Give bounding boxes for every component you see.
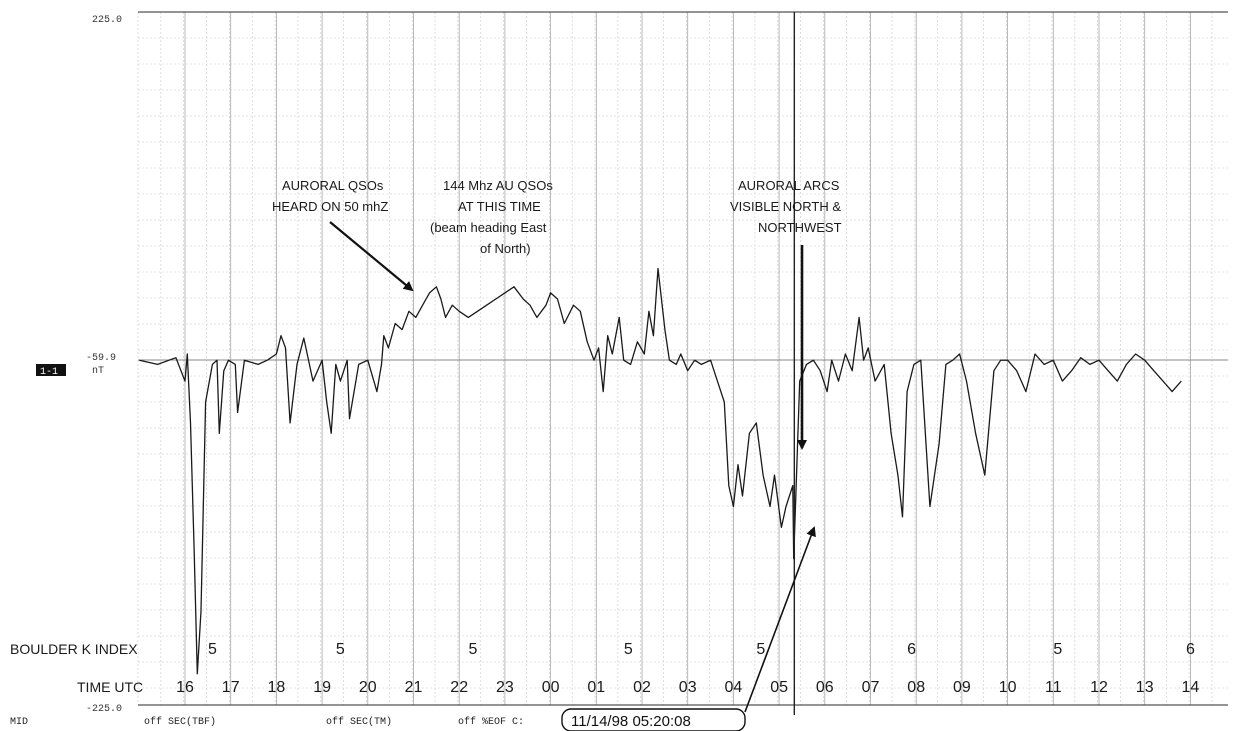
time-tick-label: 22	[450, 679, 468, 696]
channel-badge-bg	[36, 364, 66, 376]
time-tick-label: 20	[359, 679, 377, 696]
timestamp-value: 11/14/98 05:20:08	[571, 713, 691, 730]
annotation-144mhz-line2: AT THIS TIME	[458, 199, 541, 214]
annotation-arcs-line1: AURORAL ARCS	[738, 178, 840, 193]
annotation-arcs-line2: VISIBLE NORTH &	[730, 199, 841, 214]
time-tick-label: 07	[862, 679, 880, 696]
timestamp-box	[561, 708, 746, 731]
time-tick-label: 17	[222, 679, 240, 696]
y-bottom-label: -225.0	[86, 704, 122, 715]
major-grid	[184, 12, 1191, 705]
annotation-144mhz: 144 Mhz AU QSOs AT THIS TIME (beam headi…	[430, 178, 553, 256]
time-ticks: 16 17 18 19 20 21 22 23 00 01 02 03 04 05 06 07 08 09 10 11…	[176, 679, 1199, 696]
time-tick-label: 10	[999, 679, 1017, 696]
time-tick-label: 00	[542, 679, 560, 696]
time-tick-label: 19	[313, 679, 331, 696]
annotation-arcs-line3: NORTHWEST	[758, 220, 842, 235]
annotation-144mhz-line4: of North)	[480, 241, 531, 256]
k-index-value: 5	[1053, 641, 1062, 658]
k-index-row-label: BOULDER K INDEX	[10, 641, 138, 657]
status-mid: MID	[10, 717, 28, 728]
y-mid-label: -59.9	[86, 353, 116, 364]
annotation-auroral-qsos-50: AURORAL QSOs HEARD ON 50 mhZ	[272, 178, 388, 214]
time-tick-label: 16	[176, 679, 194, 696]
time-tick-label: 14	[1182, 679, 1200, 696]
annotation-50mhz-line2: HEARD ON 50 mhZ	[272, 199, 388, 214]
time-tick-label: 08	[907, 679, 925, 696]
k-index-value: 6	[907, 641, 916, 658]
k-index-value: 5	[624, 641, 633, 658]
y-top-label: 225.0	[92, 15, 122, 26]
time-row-label: TIME UTC	[77, 679, 143, 695]
time-tick-label: 11	[1045, 679, 1062, 696]
annotation-auroral-arcs: AURORAL ARCS VISIBLE NORTH & NORTHWEST	[730, 178, 842, 235]
time-tick-label: 23	[496, 679, 514, 696]
time-tick-label: 12	[1090, 679, 1108, 696]
time-tick-label: 06	[816, 679, 834, 696]
y-unit-label: nT	[92, 366, 104, 377]
k-index-value: 6	[1186, 641, 1195, 658]
minor-grid	[137, 12, 1228, 705]
status-sec-tbf: off SEC(TBF)	[144, 716, 216, 728]
annotation-144mhz-line1: 144 Mhz AU QSOs	[443, 178, 553, 193]
time-tick-label: 21	[405, 679, 423, 696]
status-sec-tm: off SEC(TM)	[326, 716, 392, 728]
arrow-timestamp	[744, 526, 816, 713]
k-index-value: 5	[756, 641, 765, 658]
time-tick-label: 13	[1136, 679, 1154, 696]
k-index-value: 5	[208, 641, 217, 658]
time-tick-label: 02	[633, 679, 651, 696]
k-index-value: 5	[336, 641, 345, 658]
status-eof: off %EOF C:	[458, 716, 524, 728]
channel-badge: 1-1	[40, 367, 58, 378]
annotation-50mhz-line1: AURORAL QSOs	[282, 178, 384, 193]
k-index-value: 5	[468, 641, 477, 658]
time-tick-label: 09	[953, 679, 971, 696]
k-index-values: 5 5 5 5 5 6 5 6	[208, 641, 1195, 658]
series-line-magnetometer	[139, 267, 1182, 675]
status-bar: MID off SEC(TBF) off SEC(TM) off %EOF C:…	[10, 708, 746, 731]
time-tick-label: 18	[268, 679, 286, 696]
annotation-144mhz-line3: (beam heading East	[430, 220, 547, 235]
time-tick-label: 05	[770, 679, 788, 696]
arrow-50mhz	[329, 221, 414, 292]
time-tick-label: 03	[679, 679, 697, 696]
time-tick-label: 04	[725, 679, 743, 696]
time-tick-label: 01	[587, 679, 605, 696]
